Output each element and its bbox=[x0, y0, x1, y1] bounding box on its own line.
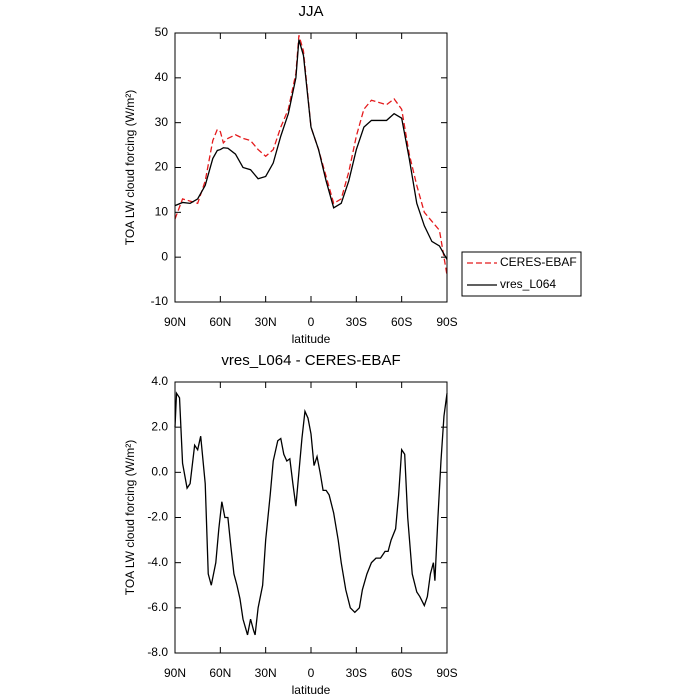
y-tick-label: -10 bbox=[151, 294, 169, 308]
y-tick-label: -4.0 bbox=[147, 555, 168, 569]
x-tick-label: 60S bbox=[391, 666, 412, 680]
y-tick-label: 50 bbox=[155, 25, 169, 39]
legend-box bbox=[461, 251, 582, 297]
chart-title: JJA bbox=[298, 3, 323, 20]
x-axis-label: latitude bbox=[292, 683, 331, 697]
x-tick-label: 30N bbox=[255, 666, 277, 680]
x-tick-label: 0 bbox=[308, 666, 315, 680]
y-axis-label: TOA LW cloud forcing (W/m²) bbox=[123, 90, 137, 246]
data-line bbox=[174, 39, 448, 260]
y-tick-label: -2.0 bbox=[147, 510, 168, 524]
x-tick-label: 60N bbox=[209, 315, 231, 329]
x-tick-label: 90N bbox=[164, 315, 186, 329]
x-tick-label: 30N bbox=[255, 315, 277, 329]
y-tick-label: 40 bbox=[155, 70, 169, 84]
y-tick-label: 10 bbox=[155, 205, 169, 219]
x-tick-label: 60N bbox=[209, 666, 231, 680]
chart-title: vres_L064 - CERES-EBAF bbox=[221, 352, 400, 369]
y-tick-label: 0.0 bbox=[151, 465, 168, 479]
x-tick-label: 90S bbox=[436, 666, 457, 680]
y-tick-label: 20 bbox=[155, 160, 169, 174]
x-axis-label: latitude bbox=[292, 332, 331, 346]
data-line bbox=[174, 391, 448, 636]
plot-frame bbox=[174, 32, 448, 303]
x-tick-label: 30S bbox=[346, 315, 367, 329]
legend-label: CERES-EBAF bbox=[500, 255, 577, 269]
y-axis-label: TOA LW cloud forcing (W/m²) bbox=[123, 440, 137, 596]
x-tick-label: 90S bbox=[436, 315, 457, 329]
plot-frame bbox=[174, 381, 448, 654]
y-tick-label: 30 bbox=[155, 115, 169, 129]
legend-label: vres_L064 bbox=[500, 277, 556, 291]
x-tick-label: 0 bbox=[308, 315, 315, 329]
data-line bbox=[174, 35, 448, 276]
y-tick-label: 4.0 bbox=[151, 374, 168, 388]
y-tick-label: -6.0 bbox=[147, 600, 168, 614]
y-tick-label: -8.0 bbox=[147, 645, 168, 659]
x-tick-label: 60S bbox=[391, 315, 412, 329]
x-tick-label: 30S bbox=[346, 666, 367, 680]
x-tick-label: 90N bbox=[164, 666, 186, 680]
y-tick-label: 0 bbox=[161, 249, 168, 263]
y-tick-label: 2.0 bbox=[151, 419, 168, 433]
